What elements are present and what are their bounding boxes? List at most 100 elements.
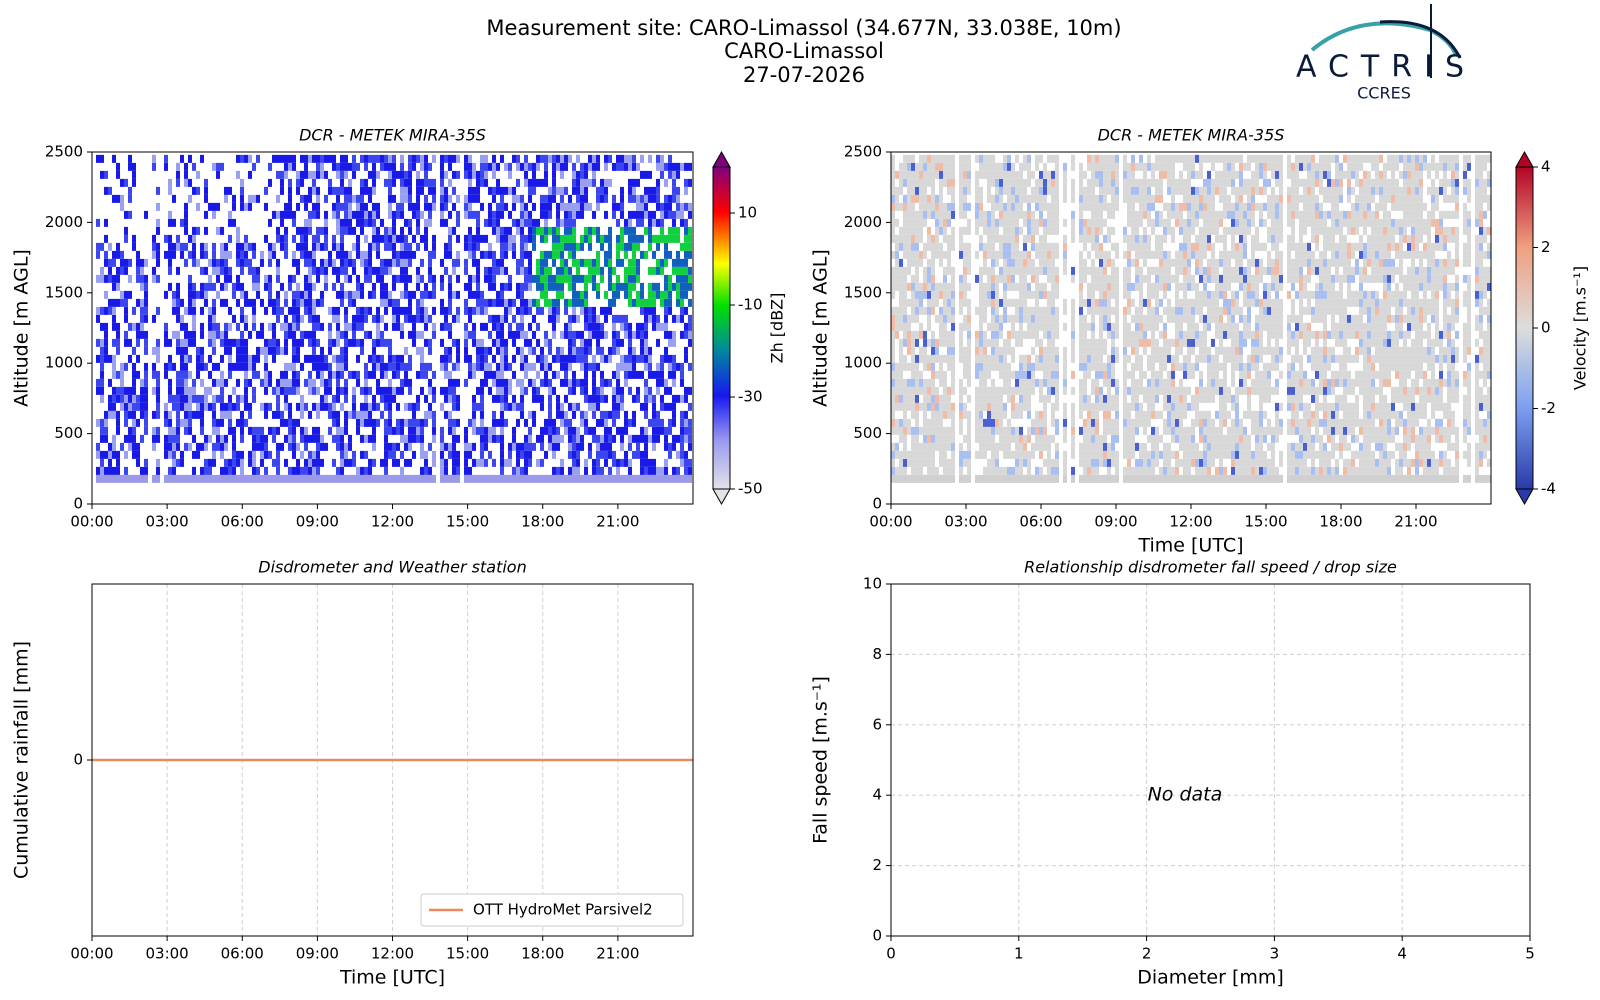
- radar-pixel: [404, 362, 408, 371]
- radar-pixel: [1007, 154, 1011, 163]
- radar-pixel: [652, 218, 656, 227]
- radar-pixel: [975, 402, 979, 411]
- radar-pixel: [392, 450, 396, 459]
- radar-pixel: [172, 394, 176, 403]
- radar-pixel: [564, 426, 568, 435]
- radar-pixel: [1071, 274, 1075, 283]
- radar-pixel: [1011, 314, 1015, 323]
- radar-pixel: [596, 186, 600, 195]
- radar-pixel: [104, 306, 108, 315]
- radar-pixel: [923, 242, 927, 251]
- radar-pixel: [552, 162, 556, 171]
- radar-pixel: [1027, 234, 1031, 243]
- radar-pixel: [336, 338, 340, 347]
- radar-pixel: [592, 426, 596, 435]
- radar-pixel: [340, 242, 344, 251]
- radar-pixel: [576, 154, 580, 163]
- radar-pixel: [560, 162, 564, 171]
- radar-pixel: [408, 226, 412, 235]
- radar-pixel: [923, 178, 927, 187]
- radar-pixel: [368, 154, 372, 163]
- radar-pixel: [188, 290, 192, 299]
- radar-pixel: [1015, 370, 1019, 379]
- radar-pixel: [256, 466, 260, 475]
- radar-pixel: [1063, 218, 1067, 227]
- radar-pixel: [648, 346, 652, 355]
- radar-pixel: [208, 202, 212, 211]
- radar-pixel: [372, 218, 376, 227]
- radar-pixel: [504, 162, 508, 171]
- radar-pixel: [296, 314, 300, 323]
- radar-pixel: [528, 298, 532, 307]
- radar-pixel: [100, 362, 104, 371]
- radar-pixel: [456, 458, 460, 467]
- radar-pixel: [991, 410, 995, 419]
- radar-pixel: [991, 442, 995, 451]
- radar-pixel: [116, 346, 120, 355]
- radar-pixel: [1051, 226, 1055, 235]
- radar-pixel: [1043, 474, 1047, 483]
- radar-pixel: [947, 258, 951, 267]
- radar-pixel: [588, 226, 592, 235]
- radar-pixel: [364, 394, 368, 403]
- radar-pixel: [492, 354, 496, 363]
- radar-pixel: [132, 386, 136, 395]
- radar-pixel: [292, 162, 296, 171]
- radar-pixel: [1011, 250, 1015, 259]
- radar-pixel: [668, 298, 672, 307]
- radar-pixel: [584, 394, 588, 403]
- radar-pixel: [520, 394, 524, 403]
- radar-pixel: [919, 218, 923, 227]
- radar-pixel: [967, 306, 971, 315]
- radar-pixel: [1035, 426, 1039, 435]
- radar-pixel: [656, 338, 660, 347]
- radar-pixel: [568, 322, 572, 331]
- radar-pixel: [1011, 394, 1015, 403]
- radar-pixel: [608, 178, 612, 187]
- radar-pixel: [416, 266, 420, 275]
- radar-pixel: [452, 418, 456, 427]
- radar-pixel: [568, 274, 572, 283]
- radar-pixel: [360, 418, 364, 427]
- radar-pixel: [911, 162, 915, 171]
- radar-pixel: [220, 266, 224, 275]
- radar-pixel: [1043, 314, 1047, 323]
- radar-pixel: [500, 386, 504, 395]
- radar-pixel: [668, 474, 672, 483]
- radar-pixel: [220, 226, 224, 235]
- radar-pixel: [628, 466, 632, 475]
- radar-pixel: [480, 306, 484, 315]
- radar-pixel: [328, 378, 332, 387]
- radar-pixel: [911, 370, 915, 379]
- radar-pixel: [504, 362, 508, 371]
- radar-pixel: [300, 154, 304, 163]
- radar-pixel: [903, 434, 907, 443]
- radar-pixel: [548, 442, 552, 451]
- radar-pixel: [356, 282, 360, 291]
- radar-pixel: [584, 226, 588, 235]
- radar-pixel: [180, 346, 184, 355]
- radar-pixel: [336, 314, 340, 323]
- radar-pixel: [364, 466, 368, 475]
- radar-pixel: [328, 410, 332, 419]
- radar-pixel: [1003, 346, 1007, 355]
- radar-pixel: [212, 418, 216, 427]
- radar-pixel: [572, 370, 576, 379]
- radar-pixel: [1007, 282, 1011, 291]
- radar-pixel: [907, 362, 911, 371]
- radar-pixel: [424, 338, 428, 347]
- radar-pixel: [963, 282, 967, 291]
- radar-pixel: [536, 354, 540, 363]
- radar-pixel: [508, 386, 512, 395]
- radar-pixel: [672, 378, 676, 387]
- radar-pixel: [1063, 402, 1067, 411]
- radar-pixel: [644, 194, 648, 203]
- radar-pixel: [188, 194, 192, 203]
- radar-pixel: [895, 418, 899, 427]
- radar-pixel: [919, 202, 923, 211]
- radar-pixel: [192, 338, 196, 347]
- radar-pixel: [368, 458, 372, 467]
- radar-pixel: [188, 250, 192, 259]
- radar-pixel: [340, 258, 344, 267]
- radar-pixel: [600, 194, 604, 203]
